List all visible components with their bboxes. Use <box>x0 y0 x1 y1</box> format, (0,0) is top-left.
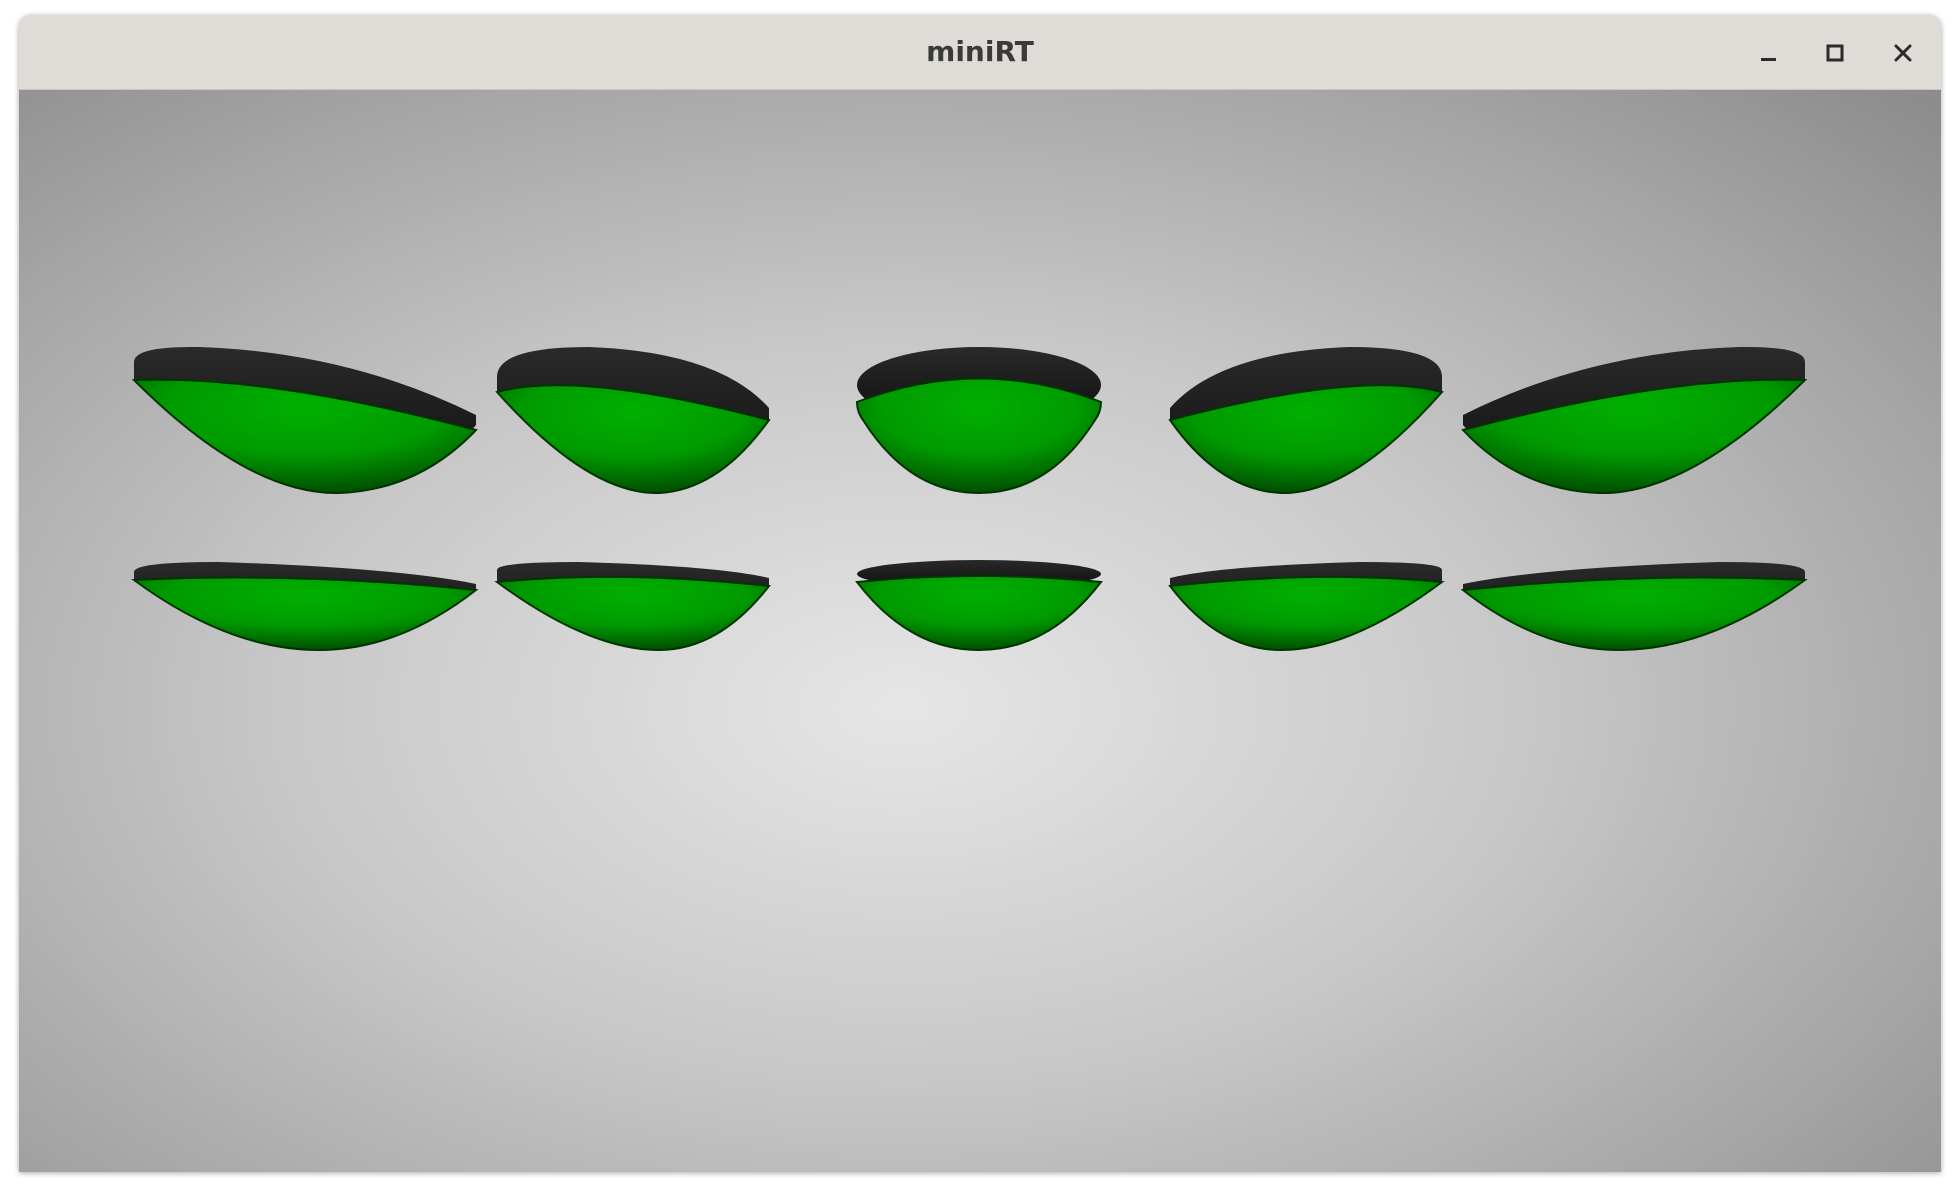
paraboloid-r2-c2 <box>494 562 771 652</box>
maximize-button[interactable] <box>1815 33 1855 73</box>
paraboloid-r1-c4 <box>1168 347 1444 495</box>
minimize-icon <box>1761 58 1776 61</box>
title-bar[interactable]: miniRT <box>19 15 1941 90</box>
close-button[interactable] <box>1883 33 1923 73</box>
maximize-icon <box>1826 44 1844 62</box>
render-viewport[interactable] <box>19 90 1941 1172</box>
paraboloid-r2-c4 <box>1168 562 1445 652</box>
paraboloid-r2-c1 <box>131 562 479 652</box>
minimize-button[interactable] <box>1748 33 1788 73</box>
rendered-scene <box>131 346 1808 652</box>
window-title: miniRT <box>926 35 1034 68</box>
paraboloid-r1-c1 <box>131 346 478 495</box>
close-icon <box>1894 44 1912 62</box>
paraboloid-r1-c5 <box>1461 346 1808 495</box>
paraboloid-r1-c3 <box>855 347 1103 495</box>
paraboloid-r2-c5 <box>1460 562 1808 652</box>
paraboloid-r2-c3 <box>855 560 1103 652</box>
app-window: miniRT <box>19 15 1941 1172</box>
paraboloid-r1-c2 <box>495 347 771 495</box>
